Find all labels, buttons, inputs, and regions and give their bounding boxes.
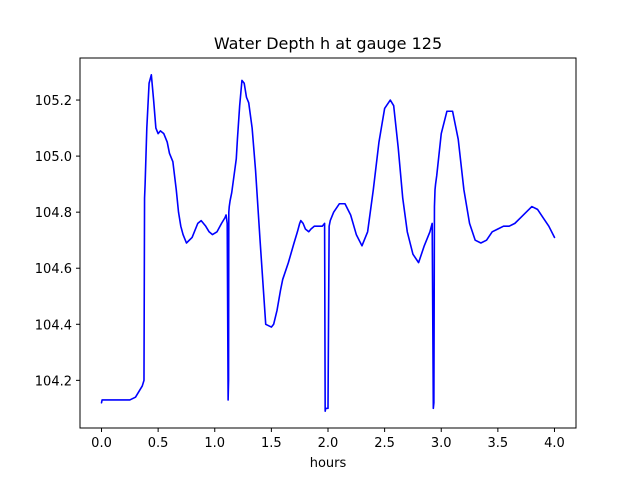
x-tick-label: 1.5 bbox=[261, 436, 282, 451]
y-axis: 104.2 104.4 104.6 104.8 105.0 105.2 bbox=[35, 94, 80, 389]
x-tick-label: 0.0 bbox=[91, 436, 112, 451]
x-tick-label: 1.0 bbox=[204, 436, 225, 451]
x-tick-label: 3.0 bbox=[431, 436, 452, 451]
x-tick-label: 2.0 bbox=[318, 436, 339, 451]
y-tick-label: 104.2 bbox=[35, 374, 72, 389]
y-tick-label: 105.2 bbox=[35, 94, 72, 109]
chart-title: Water Depth h at gauge 125 bbox=[214, 34, 442, 53]
y-tick-label: 105.0 bbox=[35, 150, 72, 165]
y-tick-label: 104.4 bbox=[35, 318, 72, 333]
x-tick-label: 3.5 bbox=[488, 436, 509, 451]
x-tick-label: 2.5 bbox=[374, 436, 395, 451]
x-axis-label: hours bbox=[310, 456, 347, 471]
x-tick-label: 4.0 bbox=[544, 436, 565, 451]
x-tick-label: 0.5 bbox=[148, 436, 169, 451]
plot-area bbox=[100, 74, 556, 412]
y-tick-label: 104.8 bbox=[35, 206, 72, 221]
series-line-1 bbox=[100, 74, 556, 412]
x-axis: 0.0 0.5 1.0 1.5 2.0 2.5 3.0 3.5 4.0 bbox=[91, 428, 565, 451]
plot-frame bbox=[79, 57, 577, 429]
y-tick-label: 104.6 bbox=[35, 262, 72, 277]
